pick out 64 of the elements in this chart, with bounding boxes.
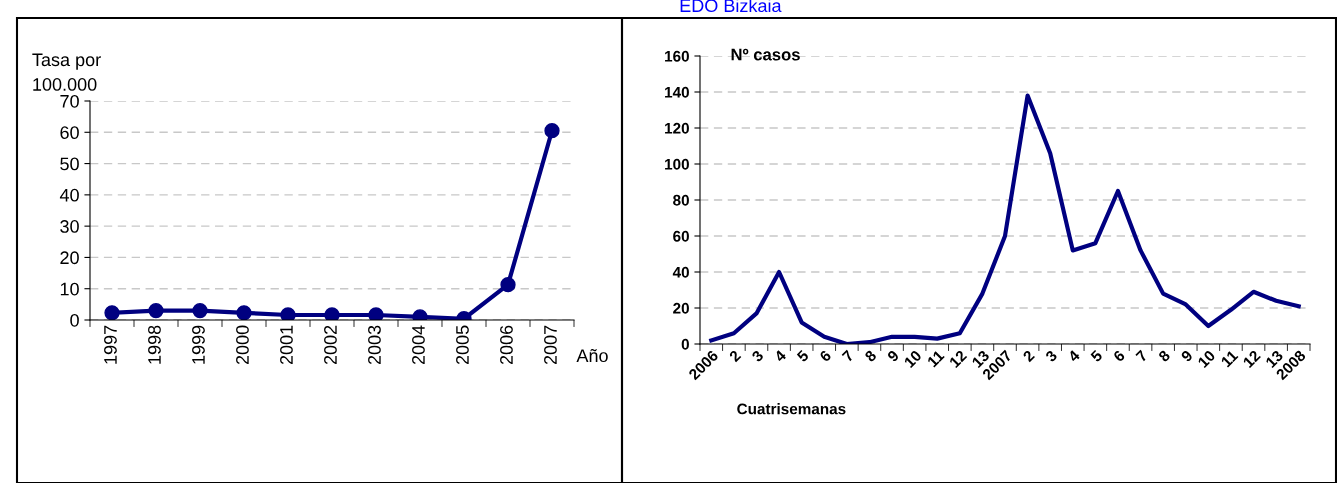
point xyxy=(148,302,164,319)
x-tick-label: 6 xyxy=(1112,349,1126,363)
line-series xyxy=(709,93,1301,344)
x-axis-title: Cuatrisemanas xyxy=(737,403,846,415)
y-tick-label: 10 xyxy=(60,282,79,296)
x-tick-label: 10 xyxy=(1197,349,1216,369)
y-axis-title: Nº casos xyxy=(731,48,800,61)
point xyxy=(236,305,252,320)
x-tick-label: 6 xyxy=(818,349,832,363)
y-tick-label: 80 xyxy=(673,194,689,206)
point xyxy=(192,302,208,319)
y-tick-label: 0 xyxy=(681,338,689,350)
x-tick-label: 7 xyxy=(1135,349,1148,363)
x-tick-label: 12 xyxy=(1242,349,1261,369)
x-tick-label: 12 xyxy=(948,349,968,369)
y-tick-label: 50 xyxy=(60,157,79,171)
point xyxy=(500,277,516,293)
x-tick-label: 2 xyxy=(1022,349,1035,363)
x-tick-label: 2001 xyxy=(280,325,293,365)
x-tick-label: 3 xyxy=(1044,349,1058,363)
x-tick-label: 11 xyxy=(1220,349,1239,368)
y-tick-label: 100 xyxy=(665,158,689,170)
y-tick-label: 30 xyxy=(60,220,79,233)
point xyxy=(104,305,120,320)
y-tick-label: 60 xyxy=(673,230,689,242)
x-tick-label: 2006 xyxy=(500,325,513,365)
x-tick-label: 4 xyxy=(773,349,787,363)
x-axis-title: Año xyxy=(576,348,608,363)
point xyxy=(544,123,560,139)
y-tick-label: 40 xyxy=(59,188,79,202)
y-axis-title: Tasa por 100.000 xyxy=(32,53,101,91)
x-tick-label: 5 xyxy=(796,349,810,363)
x-tick-label: 2005 xyxy=(456,325,469,365)
y-tick-label: 120 xyxy=(665,122,689,134)
x-tick-label: 2003 xyxy=(368,325,381,365)
y-tick-label: 160 xyxy=(665,50,689,62)
point xyxy=(324,307,340,320)
y-tick-label: 40 xyxy=(672,266,689,278)
x-tick-label: 5 xyxy=(1090,349,1104,363)
point xyxy=(280,307,296,320)
x-tick-label: 9 xyxy=(886,349,900,363)
x-tick-label: 11 xyxy=(926,349,945,368)
x-tick-label: 10 xyxy=(903,349,923,369)
x-tick-label: 1998 xyxy=(148,325,161,364)
x-tick-label: 1997 xyxy=(104,325,117,364)
x-tick-label: 9 xyxy=(1180,349,1194,363)
y-tick-label: 20 xyxy=(673,302,689,314)
x-tick-label: 8 xyxy=(864,349,878,363)
x-tick-label: 7 xyxy=(841,349,855,363)
x-tick-label: 3 xyxy=(751,349,765,363)
y-tick-label: 20 xyxy=(60,251,79,265)
x-tick-label: 2000 xyxy=(236,325,249,365)
x-tick-label: 2004 xyxy=(412,325,425,365)
x-tick-label: 2002 xyxy=(324,325,337,365)
x-tick-label: 4 xyxy=(1067,349,1081,363)
x-tick-label: 8 xyxy=(1157,349,1171,363)
x-tick-label: 2007 xyxy=(544,325,557,365)
y-tick-label: 60 xyxy=(60,126,79,140)
y-tick-label: 140 xyxy=(665,86,689,98)
x-tick-label: 2 xyxy=(728,349,742,363)
point xyxy=(368,307,384,320)
x-tick-label: 1999 xyxy=(192,325,205,364)
y-tick-label: 0 xyxy=(70,313,79,327)
y-tick-label: 70 xyxy=(60,94,79,108)
